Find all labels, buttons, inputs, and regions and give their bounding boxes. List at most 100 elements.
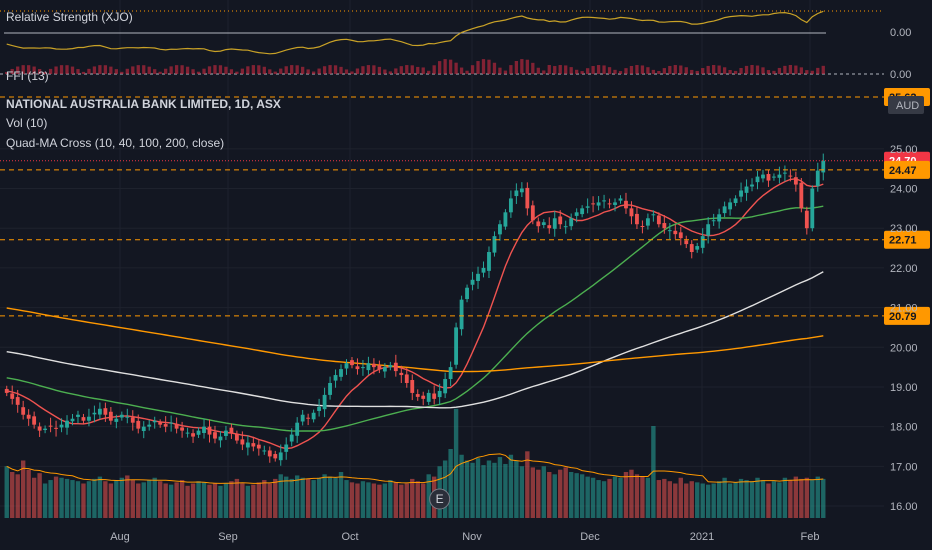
volume-bar <box>70 480 75 518</box>
volume-bar <box>114 480 119 518</box>
ffi-bar <box>284 66 288 74</box>
candle-body <box>180 427 185 431</box>
candle-body <box>432 393 437 399</box>
candle-body <box>624 200 628 209</box>
volume-bar <box>481 465 486 518</box>
volume-bar <box>10 472 15 518</box>
candle-body <box>10 393 15 399</box>
volume-bar <box>119 477 125 518</box>
candle-body <box>65 420 69 428</box>
volume-label: Vol (10) <box>6 116 47 130</box>
candle-body <box>525 187 530 209</box>
candle-body <box>640 226 645 228</box>
volume-bar <box>404 483 409 518</box>
candle-body <box>519 188 524 193</box>
ffi-bar <box>350 71 354 74</box>
volume-bar <box>240 483 245 518</box>
volume-bar <box>497 457 503 518</box>
x-tick-label: Sep <box>218 531 238 543</box>
ffi-bar <box>21 65 25 74</box>
volume-bar <box>267 483 272 518</box>
volume-bar <box>486 460 492 518</box>
ffi-bar <box>613 69 617 74</box>
candle-body <box>48 425 53 427</box>
ffi-bar <box>777 67 782 74</box>
y-axis[interactable]: 25.00 24.00 23.00 22.00 21.00 20.00 19.00 18.00… <box>890 144 918 513</box>
candle-body <box>536 221 541 227</box>
ffi-bar <box>596 65 601 74</box>
candle-body <box>278 452 283 461</box>
candle-body <box>563 226 568 228</box>
candle-body <box>43 428 48 431</box>
candle-body <box>59 424 64 428</box>
volume-bar <box>421 483 426 518</box>
ffi-bar <box>492 62 497 74</box>
ffi-bar <box>761 67 765 74</box>
candle-body <box>169 422 174 424</box>
y-tick-label: 24.00 <box>890 184 918 196</box>
candle-body <box>196 430 201 435</box>
volume-bar <box>695 482 700 518</box>
earnings-marker-circle <box>429 488 451 510</box>
ffi-bar <box>810 70 814 74</box>
ffi-bar <box>202 68 206 74</box>
ma-200-line <box>6 307 824 373</box>
earnings-marker[interactable]: E <box>429 488 451 510</box>
candle-body <box>761 174 765 179</box>
ffi-bar <box>706 65 710 74</box>
volume-bar <box>382 483 388 518</box>
ffi-bar <box>355 68 360 74</box>
volume-bar <box>125 475 130 518</box>
ffi-bar <box>218 65 223 74</box>
ffi-bar <box>602 65 606 74</box>
currency-badge <box>888 96 924 114</box>
ffi-bar <box>542 70 546 74</box>
ffi-bar <box>547 65 551 74</box>
ffi-bar <box>673 65 677 74</box>
volume-bar <box>782 477 788 518</box>
ffi-bar <box>487 59 491 74</box>
volume-bar <box>59 477 64 518</box>
currency-label: AUD <box>896 100 919 112</box>
volume-bar <box>130 480 135 518</box>
volume-bar <box>470 462 475 518</box>
candle-body <box>147 424 152 427</box>
candle-body <box>750 184 754 187</box>
candle-body <box>766 174 771 181</box>
ffi-bar <box>509 65 513 74</box>
ffi-bar <box>531 62 535 74</box>
candle-body <box>15 397 20 405</box>
ffi-bar <box>799 67 803 74</box>
ffi-bar <box>558 65 562 74</box>
volume-bar <box>525 451 530 518</box>
volume-bar <box>294 475 300 518</box>
volume-bar <box>585 476 590 518</box>
candle-body <box>541 222 546 226</box>
chart-title: NATIONAL AUSTRALIA BANK LIMITED, 1D, ASX <box>6 97 281 111</box>
volume-bar <box>755 477 760 518</box>
ffi-bar <box>43 71 47 74</box>
candle-body <box>174 423 179 429</box>
candle-body <box>772 176 776 178</box>
volume-bar <box>223 483 229 518</box>
price-level-box <box>884 230 930 249</box>
ffi-bar <box>569 67 573 74</box>
ffi-bar <box>443 59 447 74</box>
volume-bar <box>651 426 656 518</box>
candle-body <box>399 372 404 376</box>
candle-body <box>4 388 9 393</box>
candle-body <box>645 218 650 226</box>
quad-ma-label: Quad-MA Cross (10, 40, 100, 200, close) <box>6 136 224 150</box>
candle-body <box>689 244 694 253</box>
ffi-bar <box>454 62 458 74</box>
candle-body <box>382 367 387 372</box>
ffi-bar <box>246 66 250 74</box>
candle-body <box>267 450 272 457</box>
volume-bar <box>514 460 519 518</box>
candle-body <box>476 273 480 281</box>
candle-body <box>788 175 793 177</box>
volume-bar <box>662 478 667 518</box>
candle-body <box>158 422 163 425</box>
x-axis[interactable]: Aug Sep Oct Nov Dec 2021 Feb <box>110 531 819 543</box>
